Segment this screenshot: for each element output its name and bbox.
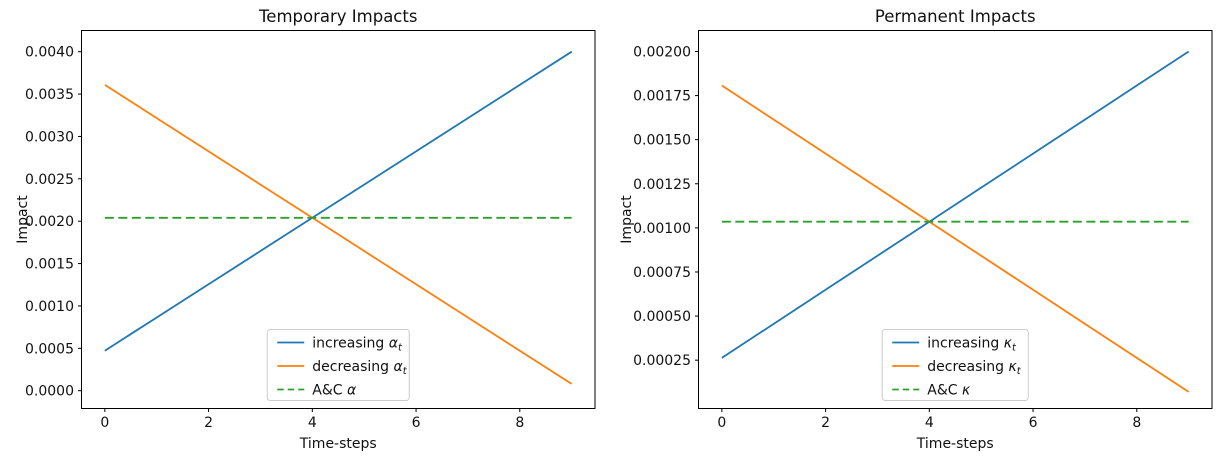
x-tick-label: 4 [308, 415, 317, 431]
series-line-decreasing-alpha [104, 84, 573, 385]
y-tick-label: 0.00125 [633, 177, 691, 193]
x-tick-label: 6 [1029, 415, 1038, 431]
legend-label: increasing κt [927, 336, 1017, 354]
legend-item-ac-alpha: A&C α [277, 383, 357, 399]
subplot-1: Permanent Impacts 0 2 4 6 8 0.00025 0.00050 0.00… [619, 7, 1213, 452]
y-tick-label: 0.00175 [633, 89, 691, 105]
y-tick-label: 0.0000 [25, 384, 74, 400]
y-tick-label: 0.00050 [633, 309, 691, 325]
series-line-decreasing-kappa [721, 84, 1190, 393]
x-tick-label: 0 [100, 415, 109, 431]
x-axis-label: Time-steps [299, 436, 377, 452]
y-tick-label: 0.00200 [633, 44, 691, 60]
legend-label: A&C α [312, 383, 357, 399]
y-tick-label: 0.00025 [633, 353, 691, 369]
y-tick-label: 0.0030 [25, 129, 74, 145]
legend-frame [266, 329, 410, 401]
legend-label: A&C κ [927, 383, 971, 399]
legend-item-decreasing-alpha: decreasing αt [277, 359, 408, 377]
legend-frame [881, 329, 1029, 401]
series-line-increasing-kappa [721, 50, 1190, 359]
y-axis-label: Impact [15, 195, 31, 244]
legend: increasing κt decreasing κt A&C κ [881, 329, 1029, 401]
legend-item-increasing-kappa: increasing κt [892, 336, 1017, 354]
y-tick-label: 0.00100 [633, 221, 691, 237]
legend-label: increasing αt [312, 336, 403, 354]
x-tick-label: 2 [821, 415, 830, 431]
y-tick-label: 0.00075 [633, 265, 691, 281]
y-tick-label: 0.0035 [25, 87, 74, 103]
legend-label: decreasing αt [312, 359, 407, 377]
y-tick-label: 0.0025 [25, 172, 74, 188]
chart-title: Permanent Impacts [875, 7, 1036, 26]
plot-area [81, 30, 596, 409]
y-tick-label: 0.0015 [25, 257, 74, 273]
y-tick-label: 0.0020 [25, 214, 74, 230]
x-tick-label: 6 [412, 415, 421, 431]
x-tick-label: 2 [204, 415, 213, 431]
y-axis-label: Impact [619, 195, 635, 244]
series-line-increasing-alpha [104, 50, 573, 352]
x-axis-label: Time-steps [916, 436, 994, 452]
x-tick-label: 8 [515, 415, 524, 431]
legend-item-decreasing-kappa: decreasing κt [892, 359, 1022, 377]
subplot-0: Temporary Impacts 0 2 4 6 8 0.0000 0.0005 0.0010… [15, 7, 596, 452]
y-tick-label: 0.0040 [25, 45, 74, 61]
x-tick-label: 0 [717, 415, 726, 431]
y-tick-label: 0.00150 [633, 133, 691, 149]
chart-title: Temporary Impacts [258, 7, 417, 26]
legend-label: decreasing κt [927, 359, 1022, 377]
y-tick-label: 0.0010 [25, 299, 74, 315]
x-tick-label: 8 [1132, 415, 1141, 431]
x-tick-label: 4 [925, 415, 934, 431]
legend-item-ac-kappa: A&C κ [892, 383, 971, 399]
legend: increasing αt decreasing αt A&C α [266, 329, 410, 401]
legend-item-increasing-alpha: increasing αt [277, 336, 403, 354]
y-tick-label: 0.0005 [25, 341, 74, 357]
plot-area [698, 30, 1213, 409]
